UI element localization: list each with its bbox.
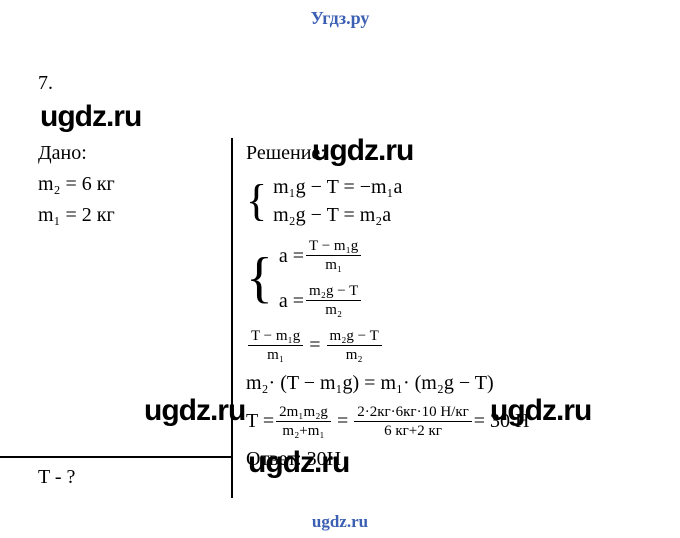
- header-site: Угдз.ру: [311, 8, 370, 28]
- sys2-eq1: a = T − m₁gm₁: [279, 237, 363, 274]
- eq4: m₂· (T − m₁g) = m₁· (m₂g − T): [246, 368, 530, 399]
- brace-icon: {: [246, 181, 267, 221]
- eq5: T = 2m₁m₂gm₂+m₁ = 2·2кг·6кг·10 Н/кг6 кг+…: [246, 403, 530, 440]
- given-block: Дано: m₂ = 6 кг m₁ = 2 кг: [38, 138, 115, 231]
- watermark-1: ugdz.ru: [40, 100, 141, 134]
- sys1-eq1: m₁g − T = −m₁a: [273, 173, 402, 201]
- solution-label: Решение:: [246, 138, 530, 169]
- system1: { m₁g − T = −m₁a m₂g − T = m₂a: [246, 173, 530, 229]
- system2: { a = T − m₁gm₁ a = m₂g − Tm₂: [246, 233, 530, 323]
- given-label: Дано:: [38, 138, 115, 169]
- given-line2: m₁ = 2 кг: [38, 200, 115, 231]
- given-line1: m₂ = 6 кг: [38, 169, 115, 200]
- problem-number: 7.: [38, 72, 53, 95]
- sys1-eq2: m₂g − T = m₂a: [273, 201, 402, 229]
- eq3: T − m₁gm₁ = m₂g − Tm₂: [246, 327, 530, 364]
- sys2-eq2: a = m₂g − Tm₂: [279, 282, 363, 319]
- unknown-label: T - ?: [38, 466, 75, 489]
- page-header: Угдз.ру: [0, 0, 680, 29]
- answer-line: Ответ: 30Н: [246, 444, 530, 475]
- horizontal-divider: [0, 456, 231, 458]
- solution-block: Решение: { m₁g − T = −m₁a m₂g − T = m₂a …: [246, 138, 530, 475]
- footer-watermark: ugdz.ru: [0, 512, 680, 532]
- brace-icon: {: [246, 253, 273, 303]
- vertical-divider: [231, 138, 233, 498]
